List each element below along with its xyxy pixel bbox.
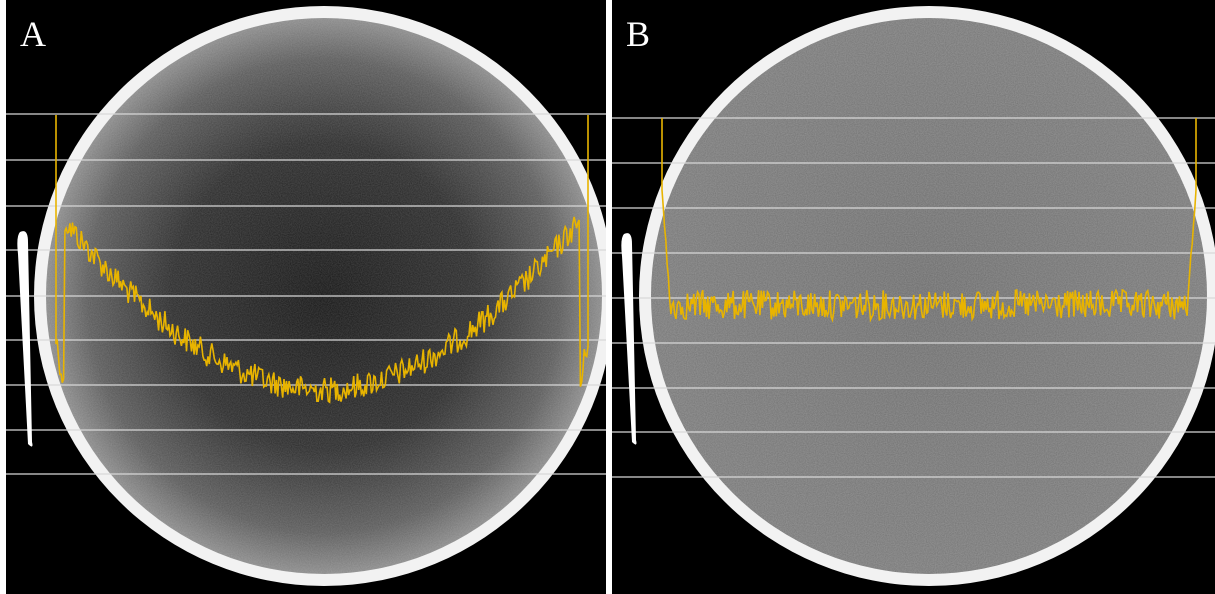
panel-divider: [606, 0, 612, 594]
scale-bar: [17, 231, 33, 447]
intensity-profile-line: [55, 115, 589, 404]
ct-panel-a: A: [6, 0, 606, 594]
panel-label-a: A: [20, 14, 46, 54]
grid-lines: [612, 117, 1215, 478]
ct-image-a: [6, 6, 606, 586]
ct-panel-b: B: [612, 0, 1215, 594]
ct-image-b: [612, 6, 1215, 586]
scale-bar: [621, 233, 637, 445]
intensity-profile-line: [661, 118, 1197, 323]
panel-label-b: B: [626, 14, 651, 54]
